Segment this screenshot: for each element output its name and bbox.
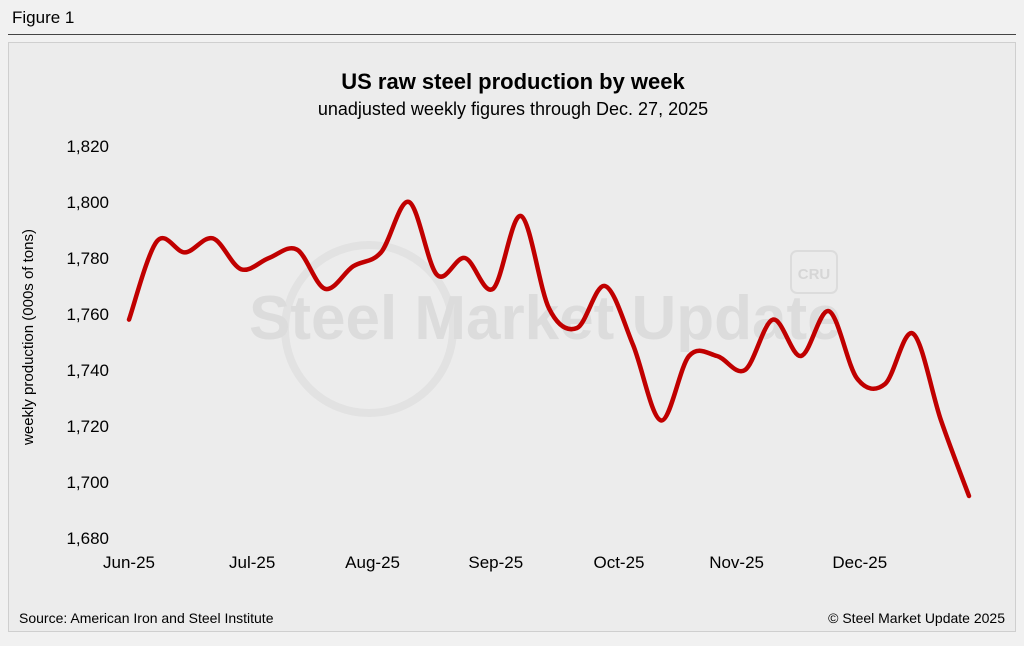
x-axis-ticks: Jun-25 Jul-25 Aug-25 Sep-25 Oct-25 Nov-25 Dec-… xyxy=(103,553,887,572)
data-point xyxy=(911,332,915,336)
data-point xyxy=(379,250,383,254)
watermark: Steel Market Update CRU xyxy=(249,241,842,417)
data-point xyxy=(883,382,887,386)
copyright-note: © Steel Market Update 2025 xyxy=(828,610,1005,626)
y-tick-label: 1,780 xyxy=(66,249,109,268)
y-tick-label: 1,800 xyxy=(66,193,109,212)
data-point xyxy=(407,200,411,204)
series-line xyxy=(126,199,972,499)
cru-badge-icon xyxy=(790,250,838,294)
data-point xyxy=(687,354,691,358)
y-tick-label: 1,720 xyxy=(66,417,109,436)
y-axis-ticks: 1,680 1,700 1,720 1,740 1,760 1,780 1,800 1,820 xyxy=(66,137,109,548)
data-point xyxy=(295,248,299,252)
data-point xyxy=(323,287,327,291)
y-tick-label: 1,680 xyxy=(66,529,109,548)
y-tick-label: 1,820 xyxy=(66,137,109,156)
data-point xyxy=(435,273,439,277)
x-tick-label: Oct-25 xyxy=(593,553,644,572)
x-tick-label: Aug-25 xyxy=(345,553,400,572)
chart-panel: Steel Market Update CRU US raw steel pro… xyxy=(8,42,1016,632)
data-point xyxy=(351,264,355,268)
watermark-swoosh-icon xyxy=(281,241,457,417)
data-point xyxy=(491,287,495,291)
data-point xyxy=(771,318,775,322)
data-point xyxy=(603,284,607,288)
data-point xyxy=(211,236,215,240)
y-tick-label: 1,700 xyxy=(66,473,109,492)
data-point xyxy=(155,239,159,243)
data-point xyxy=(827,309,831,313)
x-tick-label: Nov-25 xyxy=(709,553,764,572)
y-axis-label: weekly production (000s of tons) xyxy=(20,229,37,446)
data-point xyxy=(939,418,943,422)
data-point xyxy=(743,368,747,372)
watermark-badge: CRU xyxy=(798,266,831,283)
data-point xyxy=(799,354,803,358)
data-point xyxy=(547,306,551,310)
x-tick-label: Jun-25 xyxy=(103,553,155,572)
data-point xyxy=(967,494,971,498)
data-point xyxy=(519,214,523,218)
data-point xyxy=(127,318,131,322)
data-point xyxy=(855,376,859,380)
data-point xyxy=(659,418,663,422)
data-point xyxy=(715,354,719,358)
data-point xyxy=(267,256,271,260)
data-point xyxy=(239,267,243,271)
x-tick-label: Dec-25 xyxy=(832,553,887,572)
figure-divider xyxy=(8,34,1016,35)
data-point xyxy=(183,250,187,254)
data-point xyxy=(463,256,467,260)
figure-label: Figure 1 xyxy=(12,8,75,27)
y-tick-label: 1,740 xyxy=(66,361,109,380)
line-chart: Steel Market Update CRU US raw steel pro… xyxy=(19,69,1005,626)
series-group xyxy=(126,199,972,499)
y-tick-label: 1,760 xyxy=(66,305,109,324)
data-point xyxy=(575,326,579,330)
chart-subtitle: unadjusted weekly figures through Dec. 2… xyxy=(318,99,708,119)
chart-title: US raw steel production by week xyxy=(341,69,685,94)
data-point xyxy=(631,343,635,347)
source-note: Source: American Iron and Steel Institut… xyxy=(19,610,274,626)
x-tick-label: Sep-25 xyxy=(468,553,523,572)
x-tick-label: Jul-25 xyxy=(229,553,275,572)
